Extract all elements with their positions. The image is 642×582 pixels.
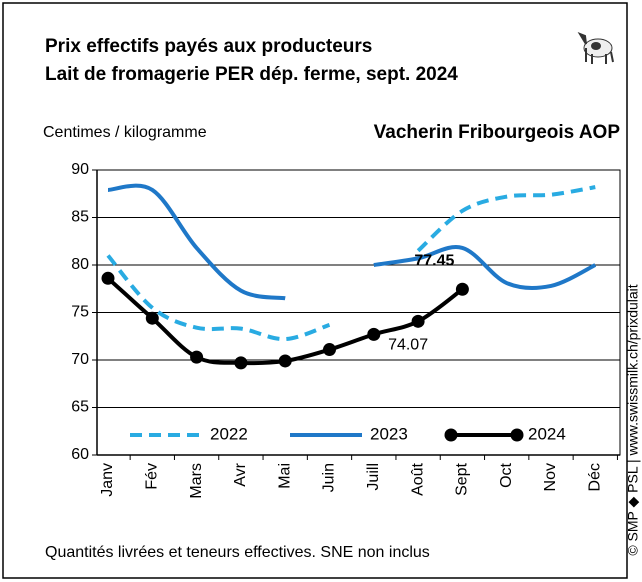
x-tick-label: Sept (454, 462, 471, 495)
title-line-1: Prix effectifs payés aux producteurs (45, 36, 372, 57)
series-line (107, 183, 286, 301)
y-tick-label: 80 (71, 256, 89, 273)
y-tick-label: 90 (71, 161, 89, 178)
x-tick-label: Oct (498, 462, 515, 487)
x-tick-label: Juill (365, 463, 382, 491)
source: © SMP ◆ PSL | www.swissmilk.ch/prixdulai… (625, 284, 641, 555)
legend-label: 2023 (370, 424, 408, 443)
x-tick-label: Nov (542, 463, 559, 491)
legend-label: 2022 (210, 424, 248, 443)
series-line (373, 245, 597, 290)
x-tick-label: Août (409, 462, 426, 495)
marker (455, 282, 469, 296)
x-tick-label: Janv (99, 463, 116, 497)
marker (190, 350, 204, 364)
data-label: 77.45 (414, 252, 454, 269)
x-tick-label: Fév (144, 463, 161, 490)
x-tick-label: Avr (232, 462, 249, 486)
cow-icon (577, 31, 614, 64)
marker (145, 311, 159, 325)
marker (367, 327, 381, 341)
marker (323, 343, 336, 357)
x-tick-label: Mars (188, 463, 205, 499)
footnote: Quantités livrées et teneurs effectives.… (45, 544, 430, 561)
legend-marker (444, 428, 458, 442)
marker (101, 271, 115, 285)
y-tick-label: 60 (71, 446, 89, 463)
y-tick-label: 75 (71, 304, 89, 321)
marker (234, 356, 248, 370)
title-line-2: Lait de fromagerie PER dép. ferme, sept.… (45, 64, 458, 85)
series-line (416, 185, 596, 253)
legend-marker (510, 428, 524, 442)
series-line (106, 254, 331, 342)
data-label: 74.07 (388, 337, 428, 354)
marker (411, 314, 425, 328)
y-tick-label: 85 (71, 209, 89, 226)
x-tick-label: Juin (321, 463, 338, 492)
marker (278, 354, 292, 368)
plot-border (96, 169, 621, 456)
y-tick-label: 65 (71, 399, 89, 416)
y-tick-label: 70 (71, 351, 89, 368)
legend-label: 2024 (528, 424, 566, 443)
y-axis-label: Centimes / kilogramme (43, 124, 207, 141)
x-tick-label: Mai (276, 463, 293, 489)
frame (2, 2, 628, 579)
x-tick-label: Déc (587, 463, 604, 491)
subtitle: Vacherin Fribourgeois AOP (374, 122, 621, 143)
